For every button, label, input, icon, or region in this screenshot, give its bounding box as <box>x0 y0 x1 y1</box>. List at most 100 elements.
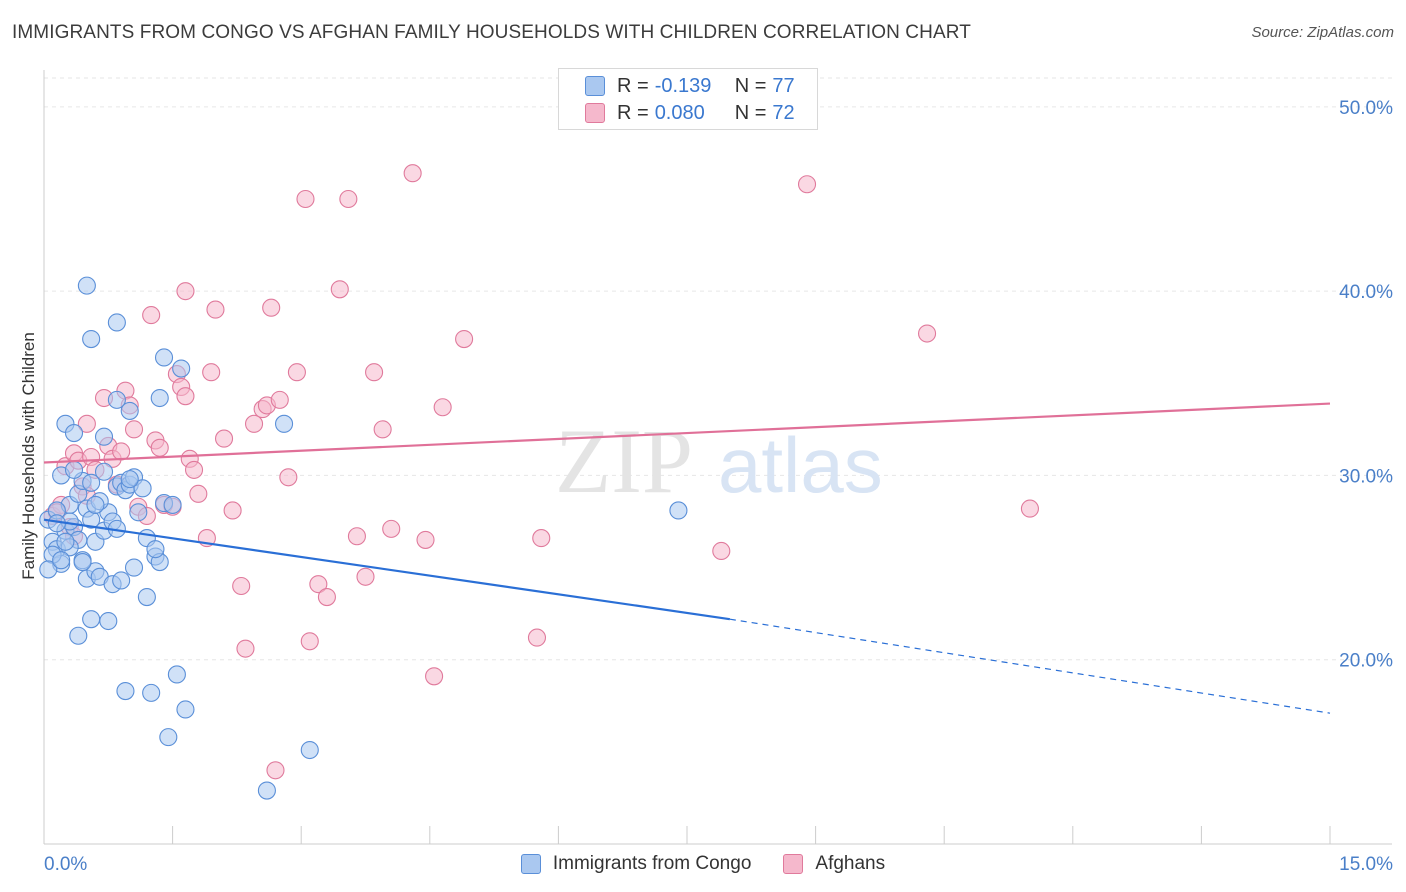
congo-point <box>275 414 294 433</box>
series-legend: Immigrants from Congo Afghans <box>0 851 1406 877</box>
congo-point <box>52 551 71 570</box>
congo-swatch-icon <box>585 76 605 96</box>
afghan-point <box>124 420 144 439</box>
congo-point <box>176 700 195 719</box>
congo-point <box>112 571 131 590</box>
afghan-legend-swatch-icon <box>783 854 804 874</box>
afghan-swatch-icon <box>585 103 605 123</box>
afghan-point <box>455 330 474 349</box>
afghan-point <box>206 300 225 319</box>
afghan-r-label: R = <box>617 101 649 124</box>
afghan-point <box>232 576 251 596</box>
congo-point <box>669 501 688 520</box>
afghan-point <box>403 164 422 183</box>
afghan-point <box>373 420 392 439</box>
congo-n-label: N = <box>734 74 767 97</box>
afghan-point <box>712 541 731 561</box>
congo-point <box>116 681 135 701</box>
afghan-point <box>150 438 169 457</box>
congo-point <box>150 388 169 408</box>
afghan-point <box>236 639 255 658</box>
congo-point <box>137 588 156 607</box>
legend-row-afghan: R = 0.080 N = 72 <box>585 100 795 126</box>
afghan-point <box>330 280 349 299</box>
afghan-point <box>270 390 289 409</box>
afghan-point <box>317 588 336 607</box>
watermark-zip: ZIP <box>555 410 693 512</box>
afghan-n-label: N = <box>734 101 767 124</box>
congo-point <box>64 423 84 443</box>
afghan-point <box>279 468 298 487</box>
congo-point <box>120 470 139 489</box>
congo-point <box>86 495 105 514</box>
y-tick-label: 20.0% <box>1339 651 1393 672</box>
afghan-n-value: 72 <box>772 101 795 124</box>
x-tick-labels: 0.0% 15.0% <box>44 854 1393 875</box>
legend-row-congo: R = -0.139 N = 77 <box>585 73 795 99</box>
afghan-point <box>296 189 315 209</box>
afghan-trend-line <box>43 402 1331 464</box>
afghan-point <box>382 519 401 538</box>
y-axis-label: Family Households with Children <box>19 332 38 580</box>
congo-point <box>82 330 101 349</box>
congo-point <box>142 683 161 702</box>
y-tick-label: 40.0% <box>1339 282 1393 303</box>
congo-point <box>107 313 126 332</box>
afghan-point <box>184 460 204 479</box>
source-label: Source: ZipAtlas.com <box>1251 24 1394 41</box>
congo-point <box>69 626 88 645</box>
congo-point <box>159 728 178 747</box>
congo-point <box>257 781 276 800</box>
afghan-point <box>918 324 937 343</box>
afghan-point <box>347 527 366 546</box>
afghan-point <box>176 282 195 301</box>
afghan-point <box>142 306 161 325</box>
congo-point <box>167 665 186 684</box>
congo-point <box>172 359 191 378</box>
congo-point <box>77 276 96 295</box>
congo-point <box>94 462 114 481</box>
congo-point <box>124 558 144 577</box>
congo-point <box>82 610 101 629</box>
x-tick-label-end: 15.0% <box>1339 854 1393 875</box>
congo-point <box>107 390 126 409</box>
congo-point <box>163 495 182 514</box>
afghan-point <box>77 414 96 433</box>
y-tick-labels: 20.0% 30.0% 40.0% 50.0% <box>1339 98 1393 672</box>
afghan-point <box>797 175 817 194</box>
afghan-point <box>1020 499 1039 518</box>
congo-point <box>300 740 319 760</box>
afghan-point <box>365 363 384 382</box>
afghan-point <box>262 298 281 317</box>
afghan-point <box>214 429 234 448</box>
gridlines <box>44 77 1392 661</box>
legend-label-congo: Immigrants from Congo <box>552 853 752 874</box>
congo-trend-extension <box>729 618 1331 714</box>
congo-r-label: R = <box>617 74 649 97</box>
afghan-point <box>339 189 358 209</box>
afghan-point <box>527 628 547 647</box>
trend-lines <box>43 402 1331 714</box>
congo-point <box>73 552 92 572</box>
afghan-point <box>433 398 452 417</box>
congo-point <box>64 460 84 479</box>
congo-point <box>56 532 75 551</box>
afghan-point <box>287 363 306 382</box>
afghan-point <box>223 501 242 520</box>
congo-point <box>94 427 114 446</box>
chart-title: IMMIGRANTS FROM CONGO VS AFGHAN FAMILY H… <box>12 22 971 43</box>
afghan-r-value: 0.080 <box>654 101 705 124</box>
afghan-point <box>356 567 375 586</box>
data-points <box>39 164 1039 800</box>
legend-item-afghans: Afghans <box>783 853 885 875</box>
afghan-point <box>112 442 131 461</box>
y-tick-label: 50.0% <box>1339 98 1393 119</box>
afghan-point <box>309 575 328 594</box>
afghan-point <box>425 667 444 686</box>
congo-point <box>120 401 139 420</box>
congo-point <box>133 479 152 498</box>
congo-point <box>154 348 174 367</box>
afghan-point <box>189 484 208 503</box>
afghan-point <box>176 387 195 406</box>
